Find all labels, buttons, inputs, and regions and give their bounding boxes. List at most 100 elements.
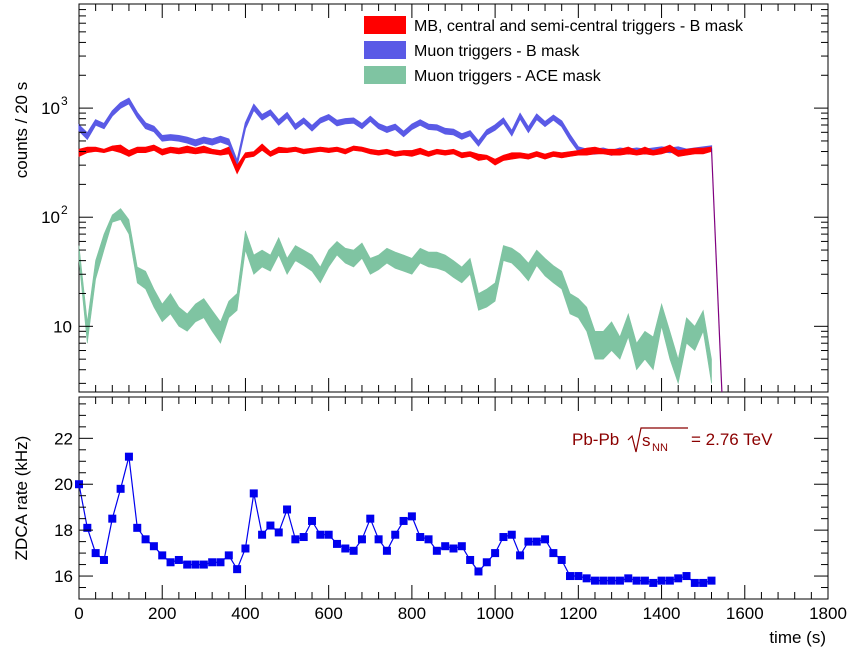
zdca-rate-point (499, 533, 508, 542)
zdca-rate-point (557, 555, 566, 564)
x-tick-label: 1600 (726, 604, 764, 623)
sqrt-sign (627, 427, 688, 453)
zdca-rate-point (183, 560, 192, 569)
zdca-rate-point (657, 576, 666, 585)
legend-label-0: MB, central and semi-central triggers - … (414, 18, 744, 35)
zdca-rate-point (166, 558, 175, 567)
zdca-rate-point (541, 535, 550, 544)
zdca-rate-point (274, 528, 283, 537)
collision-annotation: Pb-Pb s NN = 2.76 TeV (572, 427, 773, 454)
zdca-rate-point (590, 576, 599, 585)
top-series-group (78, 97, 723, 393)
bottom-x-ticks: 0 200 400 600 800 1000 1200 1400 1600 1800 (74, 397, 847, 623)
zdca-rate-point (124, 452, 133, 461)
zdca-rate-point (108, 514, 117, 523)
series-band-2 (78, 208, 712, 385)
zdca-rate-point (224, 551, 233, 560)
zdca-rate-point (407, 512, 416, 521)
zdca-rate-point (149, 542, 158, 551)
legend-swatch-2 (364, 66, 406, 84)
zdca-rate-point (116, 484, 125, 493)
zdca-rate-point (449, 544, 458, 553)
zdca-rate-point (582, 574, 591, 583)
zdca-rate-point (599, 576, 608, 585)
zdca-rate-point (482, 558, 491, 567)
zdca-rate-point (308, 516, 317, 525)
zdca-rate-point (266, 521, 275, 530)
zdca-rate-point (258, 530, 267, 539)
annotation-system: Pb-Pb (572, 430, 619, 449)
x-tick-label: 1800 (809, 604, 847, 623)
zdca-rate-point (566, 572, 575, 581)
bottom-y-axis-label: ZDCA rate (kHz) (12, 436, 31, 561)
top-y-tick-label: 10 (41, 208, 60, 227)
legend-label-2: Muon triggers - ACE mask (414, 68, 602, 85)
zdca-rate-point (233, 565, 242, 574)
top-y-tick-exponent: 3 (61, 94, 68, 108)
end-of-run-drop (710, 148, 723, 393)
zdca-rate-point (324, 530, 333, 539)
x-tick-label: 800 (398, 604, 426, 623)
zdca-rate-point (507, 530, 516, 539)
x-tick-label: 1200 (559, 604, 597, 623)
zdca-rate-point (366, 514, 375, 523)
zdca-rate-point (457, 542, 466, 551)
zdca-rate-point (391, 530, 400, 539)
zdca-rate-point (83, 523, 92, 532)
zdca-rate-point (291, 535, 300, 544)
zdca-rate-point (707, 576, 716, 585)
zdca-rate-point (474, 567, 483, 576)
bottom-y-tick-label: 16 (54, 567, 73, 586)
bottom-y-tick-label: 18 (54, 521, 73, 540)
zdca-rate-point (424, 535, 433, 544)
x-tick-label: 1000 (476, 604, 514, 623)
zdca-rate-point (624, 574, 633, 583)
zdca-rate-point (158, 551, 167, 560)
annotation-sub-nn: NN (652, 442, 668, 454)
bottom-panel: 16 18 20 22 0 200 400 600 800 1000 1200 1400 1600 18… (12, 396, 847, 647)
top-x-ticks (78, 4, 829, 392)
zdca-rate-point (632, 576, 641, 585)
zdca-rate-point (283, 505, 292, 514)
zdca-rate-point (249, 489, 258, 498)
x-axis-label: time (s) (769, 628, 826, 647)
zdca-rate-point (299, 533, 308, 542)
zdca-rate-point (208, 558, 217, 567)
x-tick-label: 0 (74, 604, 83, 623)
zdca-rate-point (615, 576, 624, 585)
zdca-rate-point (216, 558, 225, 567)
zdca-rate-point (682, 572, 691, 581)
zdca-rate-point (91, 549, 100, 558)
top-y-axis-label: counts / 20 s (12, 82, 31, 178)
zdca-rate-point (349, 546, 358, 555)
zdca-rate-point (374, 535, 383, 544)
legend-swatch-0 (364, 16, 406, 34)
zdca-rate-point (491, 549, 500, 558)
zdca-rate-point (357, 535, 366, 544)
zdca-rate-point (316, 530, 325, 539)
x-tick-label: 200 (148, 604, 176, 623)
zdca-rate-point (341, 544, 350, 553)
zdca-rate-point (332, 539, 341, 548)
bottom-series-group (75, 452, 716, 587)
zdca-rate-point (99, 555, 108, 564)
zdca-rate-point (649, 578, 658, 587)
zdca-rate-point (466, 555, 475, 564)
top-y-tick-label: 10 (41, 99, 60, 118)
x-tick-label: 400 (231, 604, 259, 623)
top-y-tick-exponent: 2 (61, 203, 68, 217)
zdca-rate-point (532, 537, 541, 546)
zdca-rate-point (141, 535, 150, 544)
zdca-rate-point (640, 576, 649, 585)
zdca-rate-point (432, 546, 441, 555)
zdca-rate-point (690, 578, 699, 587)
bottom-y-ticks: 16 18 20 22 (54, 403, 828, 600)
zdca-rate-point (191, 560, 200, 569)
zdca-rate-point (441, 542, 450, 551)
top-y-tick-label: 10 (53, 317, 72, 336)
legend: MB, central and semi-central triggers - … (364, 16, 744, 85)
zdca-rate-point (382, 546, 391, 555)
zdca-rate-point (416, 533, 425, 542)
bottom-y-tick-label: 22 (54, 429, 73, 448)
